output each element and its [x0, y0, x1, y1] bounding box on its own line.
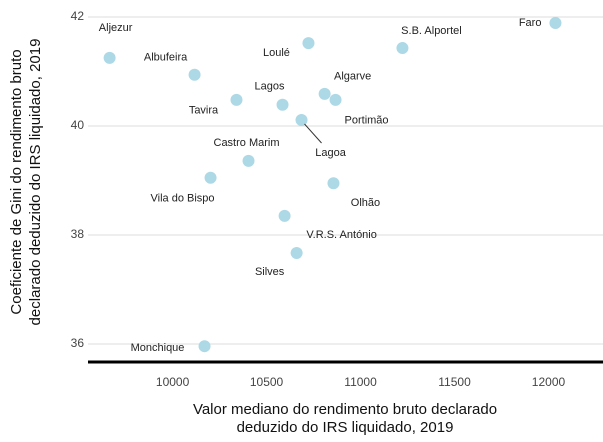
- x-tick-label: 10000: [156, 375, 190, 389]
- point: [329, 93, 342, 106]
- point-label: Castro Marim: [214, 137, 280, 149]
- point-label: Monchique: [131, 342, 185, 354]
- y-tick-label: 38: [71, 227, 85, 241]
- point-label: Lagos: [255, 81, 285, 93]
- point-label: Lagoa: [315, 147, 346, 159]
- point-label: Loulé: [263, 47, 290, 59]
- y-axis-title: declarado deduzido do IRS liquidado, 201…: [27, 39, 44, 326]
- point: [290, 246, 303, 259]
- point-label: Olhão: [351, 197, 380, 209]
- point: [276, 98, 289, 111]
- point: [204, 171, 217, 184]
- point: [396, 42, 409, 55]
- point: [188, 68, 201, 81]
- point-label: S.B. Alportel: [401, 25, 462, 37]
- y-tick-label: 36: [71, 336, 85, 350]
- point: [230, 93, 243, 106]
- x-tick-label: 10500: [250, 375, 284, 389]
- leader-line: [304, 123, 322, 144]
- x-tick-label: 11000: [344, 375, 377, 389]
- point-label: Aljezur: [99, 22, 133, 34]
- point-label: V.R.S. António: [306, 229, 377, 241]
- point: [103, 51, 116, 64]
- point: [295, 114, 308, 127]
- point: [278, 209, 291, 222]
- point: [327, 177, 340, 190]
- point-label: Portimão: [345, 115, 389, 127]
- point: [302, 37, 315, 50]
- y-axis-title: Coeficiente de Gini do rendimento bruto: [8, 49, 25, 314]
- point-label: Silves: [255, 266, 285, 278]
- point: [318, 87, 331, 100]
- x-axis-title: deduzido do IRS liquidado, 2019: [237, 419, 454, 436]
- point-label: Tavira: [189, 105, 219, 117]
- point-label: Faro: [519, 17, 542, 29]
- point: [198, 340, 211, 353]
- point-label: Albufeira: [144, 52, 188, 64]
- y-tick-label: 42: [71, 9, 85, 23]
- x-tick-label: 11500: [438, 375, 471, 389]
- point: [242, 154, 255, 167]
- point-label: Algarve: [334, 71, 371, 83]
- x-axis-title: Valor mediano do rendimento bruto declar…: [193, 401, 497, 418]
- y-tick-label: 40: [71, 118, 85, 132]
- point: [549, 16, 562, 29]
- point-label: Vila do Bispo: [151, 193, 215, 205]
- x-tick-label: 12000: [532, 375, 566, 389]
